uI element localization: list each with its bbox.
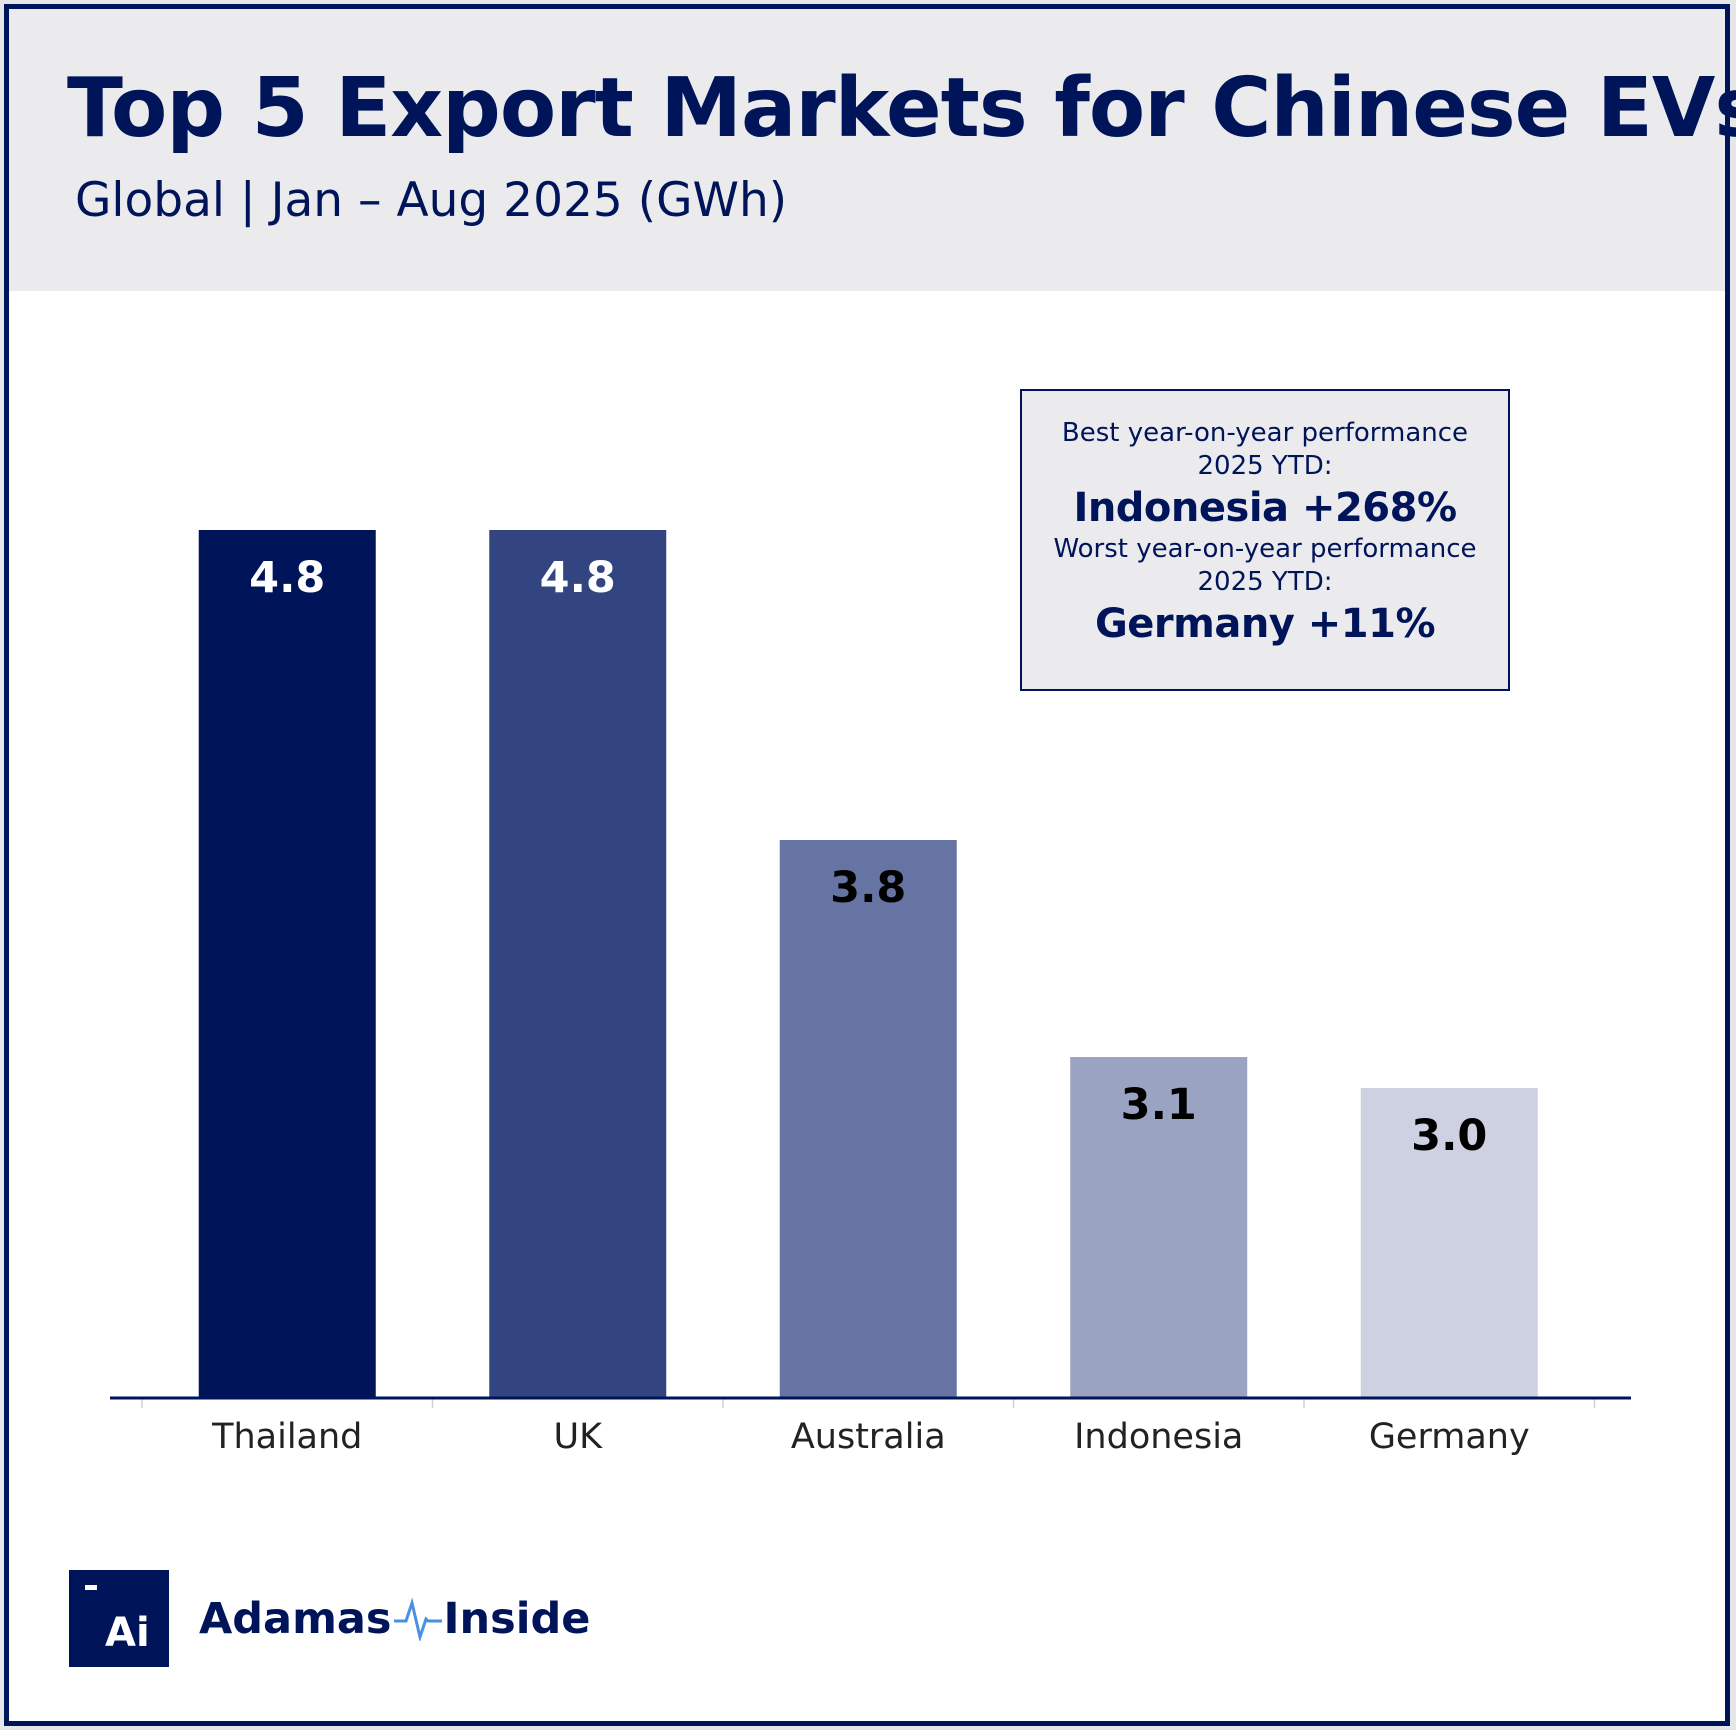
header: Top 5 Export Markets for Chinese EVs Glo… (9, 9, 1736, 291)
logo-wordmark: Adamas Inside (199, 1594, 590, 1644)
bar-uk (489, 530, 667, 1398)
pulse-icon (393, 1597, 442, 1641)
best-value: Indonesia +268% (1073, 485, 1457, 531)
chart-title: Top 5 Export Markets for Chinese EVs (67, 61, 1736, 156)
logo-mark: Ai (69, 1570, 169, 1667)
best-label-2: 2025 YTD: (1197, 451, 1333, 481)
bar-chart: 4.8 Thailand 4.8 UK 3.8 Australia 3.1 Indonesia… (110, 530, 1631, 1457)
category-label: Thailand (211, 1417, 362, 1457)
worst-value: Germany +11% (1094, 601, 1436, 647)
bar-indonesia (1070, 1057, 1248, 1398)
value-label: 4.8 (540, 553, 616, 603)
category-label: Australia (791, 1417, 946, 1457)
value-label: 3.1 (1121, 1080, 1197, 1130)
bar-thailand (198, 530, 376, 1398)
category-label: Germany (1369, 1417, 1530, 1457)
worst-label-1: Worst year-on-year performance (1053, 534, 1477, 564)
value-label: 3.0 (1411, 1111, 1487, 1161)
chart-frame: Top 5 Export Markets for Chinese EVs Glo… (4, 4, 1736, 1726)
logo-dash (85, 1585, 97, 1590)
worst-label-2: 2025 YTD: (1197, 567, 1333, 597)
chart-subtitle: Global | Jan – Aug 2025 (GWh) (75, 173, 788, 228)
logo-mark-text: Ai (105, 1610, 150, 1656)
value-label: 4.8 (249, 553, 325, 603)
bar-australia (779, 840, 957, 1398)
bar-germany (1360, 1088, 1538, 1398)
best-label-1: Best year-on-year performance (1061, 418, 1469, 448)
callout-box: Best year-on-year performance 2025 YTD: … (1020, 389, 1510, 691)
logo-name-right: Inside (443, 1594, 591, 1644)
category-label: Indonesia (1074, 1417, 1243, 1457)
value-label: 3.8 (830, 863, 906, 913)
category-label: UK (553, 1417, 603, 1457)
logo-name-left: Adamas (199, 1594, 392, 1644)
